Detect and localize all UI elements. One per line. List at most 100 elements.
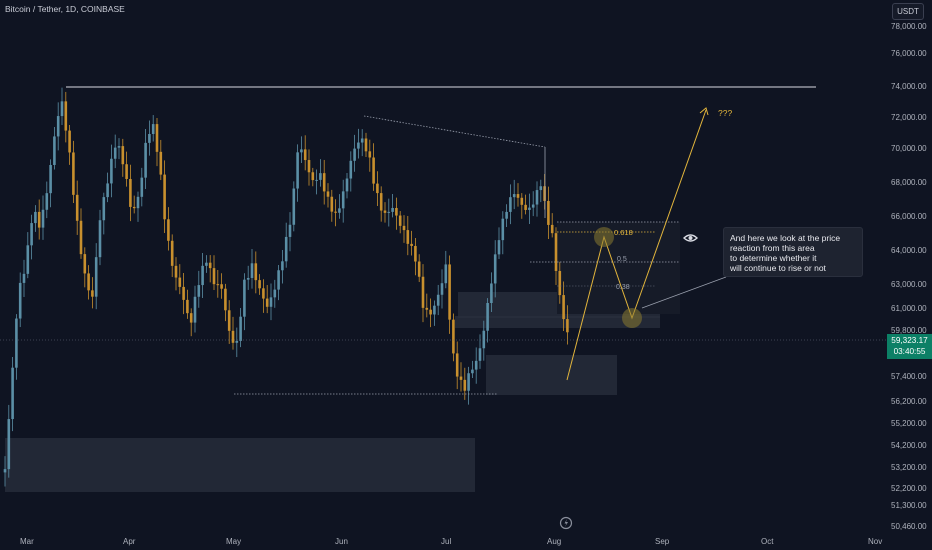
candle-body [224, 288, 227, 311]
candle-body [7, 419, 11, 470]
price-tick-label: 56,200.00 [891, 397, 927, 406]
price-tick-label: 74,000.00 [891, 82, 927, 91]
annotation-label: 0.618 [614, 228, 633, 237]
candle-body [155, 124, 159, 152]
candle-body [410, 243, 413, 246]
candle-body [398, 215, 402, 226]
candle-body [463, 379, 467, 391]
current-price: 59,323.17 [891, 336, 928, 345]
candle-body [425, 307, 429, 310]
annotation-label: 0.5 [617, 256, 627, 263]
candle-body [277, 270, 280, 290]
candle-body [440, 283, 444, 295]
price-tick-label: 76,000.00 [891, 49, 927, 58]
eye-icon[interactable] [683, 233, 698, 243]
current-price-tag: 59,323.17 03:40:55 [887, 334, 932, 359]
candle-body [490, 283, 493, 304]
price-tick-label: 52,200.00 [891, 484, 927, 493]
candle-body [178, 277, 182, 287]
candle-body [284, 236, 288, 262]
candle-body [520, 197, 524, 205]
candle-body [554, 233, 558, 271]
candle-body [364, 138, 368, 152]
price-tick-label: 53,200.00 [891, 463, 927, 472]
price-tick-label: 57,400.00 [891, 372, 927, 381]
candle-body [167, 219, 170, 241]
candle-body [402, 225, 406, 231]
candle-body [3, 469, 7, 473]
candle-body [269, 297, 273, 307]
candle-body [292, 188, 296, 225]
replay-icon[interactable] [559, 516, 573, 530]
candle-body [512, 194, 516, 198]
candle-body [319, 173, 322, 180]
candle-body [60, 101, 64, 117]
candle-body [273, 289, 277, 298]
candle-body [368, 151, 372, 158]
candle-body [189, 313, 193, 323]
candle-body [562, 295, 565, 320]
candle-body [11, 367, 14, 420]
candle-body [113, 147, 117, 159]
time-tick-label: Nov [868, 537, 882, 546]
candle-body [341, 191, 345, 209]
candle-body [239, 316, 242, 341]
callout-line: And here we look at the price [730, 233, 841, 243]
candle-body [26, 245, 30, 274]
candle-body [265, 298, 269, 307]
candle-body [79, 220, 83, 255]
candle-body [360, 138, 364, 143]
trend-line [363, 115, 546, 148]
candle-body [45, 193, 49, 210]
candle-body [497, 240, 501, 255]
candle-body [49, 164, 52, 194]
candle-body [68, 130, 71, 153]
candle-body [330, 196, 334, 212]
price-tick-label: 55,200.00 [891, 419, 927, 428]
annotation-label: ??? [718, 108, 732, 118]
price-tick-label: 54,200.00 [891, 441, 927, 450]
candle-body [193, 296, 197, 323]
currency-button[interactable]: USDT [892, 3, 924, 20]
candle-body [539, 186, 543, 191]
candle-body [566, 319, 569, 333]
candle-body [174, 265, 178, 278]
candle-body [338, 208, 341, 213]
candle-body [467, 373, 470, 391]
candle-body [216, 284, 220, 286]
candle-body [201, 265, 204, 286]
candle-body [383, 210, 387, 213]
candle-body [144, 142, 147, 178]
candle-body [18, 282, 22, 319]
candle-body [83, 254, 87, 274]
candle-body [34, 211, 37, 224]
price-axis-bg [887, 0, 932, 532]
symbol-title: Bitcoin / Tether, 1D, COINBASE [5, 4, 125, 14]
time-axis-bg [0, 532, 887, 550]
fib-box [557, 222, 680, 314]
candle-body [246, 277, 250, 280]
time-tick-label: Mar [20, 537, 34, 546]
price-tick-label: 70,000.00 [891, 144, 927, 153]
candle-body [474, 360, 478, 370]
projection-arrowhead [699, 107, 709, 116]
candle-body [170, 240, 174, 266]
candle-body [524, 204, 527, 210]
candle-body [87, 273, 90, 291]
price-tick-label: 78,000.00 [891, 22, 927, 31]
price-tick-label: 61,000.00 [891, 304, 927, 313]
candle-body [125, 164, 128, 179]
candle-body [186, 299, 189, 314]
candle-body [53, 136, 56, 165]
price-tick-label: 59,800.00 [891, 326, 927, 335]
candle-body [414, 245, 417, 262]
candle-body [72, 152, 75, 195]
candle-body [15, 318, 18, 368]
candle-body [486, 303, 489, 331]
candle-body [349, 160, 353, 179]
price-tick-label: 68,000.00 [891, 178, 927, 187]
price-tick-label: 72,000.00 [891, 113, 927, 122]
candle-body [395, 207, 398, 216]
candle-body [345, 178, 349, 192]
